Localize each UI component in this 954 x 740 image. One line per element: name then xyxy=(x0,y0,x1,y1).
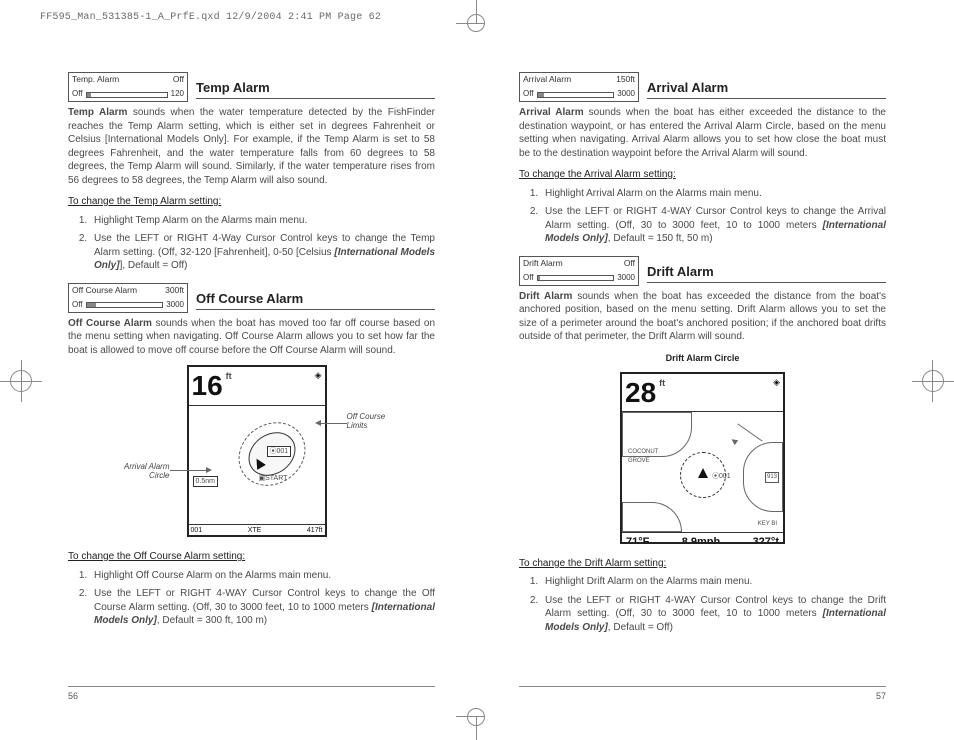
body-text: Arrival Alarm sounds when the boat has e… xyxy=(519,106,886,160)
menu-label: Arrival Alarm xyxy=(523,74,571,85)
print-header: FF595_Man_531385-1_A_PrfE.qxd 12/9/2004 … xyxy=(40,12,381,23)
page-number: 56 xyxy=(68,686,435,702)
arrow-head-icon xyxy=(206,467,212,473)
list-item: Use the LEFT or RIGHT 4-WAY Cursor Contr… xyxy=(541,205,886,246)
heading-value: 327°t xyxy=(753,535,779,543)
chart-screen: 28 ft ◈ COCONUTGROVE 913 KEY BI ⦿001 xyxy=(620,372,785,544)
lead-term: Off Course Alarm xyxy=(68,318,152,329)
subheading: To change the Off Course Alarm setting: xyxy=(68,550,435,564)
menu-max: 3000 xyxy=(166,300,184,311)
section-title: Off Course Alarm xyxy=(196,290,435,310)
menu-slider xyxy=(86,92,168,98)
menu-max: 3000 xyxy=(617,89,635,100)
body-text: Drift Alarm sounds when the boat has exc… xyxy=(519,290,886,344)
menu-max: 120 xyxy=(171,89,184,100)
chart-screen: 16 ft ◈ 0.5nm ⦿001 ▣START 001XTE417ft DT… xyxy=(187,365,327,537)
list-item: Highlight Off Course Alarm on the Alarms… xyxy=(90,569,435,583)
menu-min: Off xyxy=(523,89,534,100)
menu-max: 3000 xyxy=(617,273,635,284)
chart-map: 0.5nm ⦿001 ▣START xyxy=(189,406,325,524)
menu-arrival: Arrival Alarm 150ft Off 3000 xyxy=(519,72,639,102)
body-span: sounds when the water temperature detect… xyxy=(68,107,435,186)
body-text: Off Course Alarm sounds when the boat ha… xyxy=(68,317,435,358)
menu-value: Off xyxy=(624,258,635,269)
crop-mark xyxy=(467,708,485,726)
page-spread: Temp. Alarm Off Off 120 Temp Alarm Temp … xyxy=(0,62,954,702)
crop-mark xyxy=(467,14,485,32)
list-item: Highlight Temp Alarm on the Alarms main … xyxy=(90,214,435,228)
body-span: sounds when the boat has exceeded the di… xyxy=(519,291,886,343)
steps-list: Highlight Arrival Alarm on the Alarms ma… xyxy=(541,187,886,246)
callout-arrow xyxy=(319,423,347,424)
coastline xyxy=(622,502,682,532)
menu-value: 300ft xyxy=(165,285,184,296)
figure-label: Arrival Alarm Circle xyxy=(112,463,170,481)
menu-min: Off xyxy=(523,273,534,284)
menu-value: 150ft xyxy=(616,74,635,85)
page-left: Temp. Alarm Off Off 120 Temp Alarm Temp … xyxy=(0,62,477,702)
waypoint-marker: ⦿001 xyxy=(267,446,292,457)
page-right: Arrival Alarm 150ft Off 3000 Arrival Ala… xyxy=(477,62,954,702)
speed-value: 8.9mph xyxy=(682,535,721,543)
menu-value: Off xyxy=(173,74,184,85)
depth-value: 28 xyxy=(622,374,659,412)
section-drift: Drift Alarm Off Off 3000 Drift Alarm xyxy=(519,256,886,286)
map-text: KEY BI xyxy=(758,520,777,528)
chart-map: COCONUTGROVE 913 KEY BI ⦿001 xyxy=(622,412,783,532)
list-item: Use the LEFT or RIGHT 4-Way Cursor Contr… xyxy=(90,232,435,273)
arrow-head-icon xyxy=(315,420,321,426)
steps-list: Highlight Temp Alarm on the Alarms main … xyxy=(90,214,435,273)
figure-title: Drift Alarm Circle xyxy=(519,352,886,364)
menu-label: Drift Alarm xyxy=(523,258,563,269)
scale-box: 0.5nm xyxy=(193,476,218,487)
page-number: 57 xyxy=(519,686,886,702)
menu-slider xyxy=(86,302,164,308)
map-text: COCONUTGROVE xyxy=(628,448,658,464)
chart-databar: 001XTE417ft DTG 0.79nmBRG 037°t DIST 0.7… xyxy=(189,524,325,537)
menu-min: Off xyxy=(72,89,83,100)
map-text: 913 xyxy=(765,472,779,482)
list-item: Highlight Drift Alarm on the Alarms main… xyxy=(541,575,886,589)
subheading: To change the Drift Alarm setting: xyxy=(519,557,886,571)
section-title: Arrival Alarm xyxy=(647,79,886,99)
section-title: Temp Alarm xyxy=(196,79,435,99)
list-item: Use the LEFT or RIGHT 4-WAY Cursor Contr… xyxy=(541,594,886,635)
li-text: ], Default = Off) xyxy=(120,260,188,271)
depth-value: 16 xyxy=(189,367,226,405)
li-text: , Default = 150 ft, 50 m) xyxy=(608,233,713,244)
temp-value: 71°F xyxy=(626,535,649,543)
body-text: Temp Alarm sounds when the water tempera… xyxy=(68,106,435,187)
li-text: , Default = 300 ft, 100 m) xyxy=(157,615,267,626)
subheading: To change the Arrival Alarm setting: xyxy=(519,168,886,182)
menu-label: Off Course Alarm xyxy=(72,285,137,296)
waypoint-marker: ⦿001 xyxy=(712,472,731,481)
menu-temp-alarm: Temp. Alarm Off Off 120 xyxy=(68,72,188,102)
lead-term: Temp Alarm xyxy=(68,107,127,118)
chart-databar: 71°F 8.9mph 327°t xyxy=(622,532,783,543)
menu-slider xyxy=(537,275,615,281)
subheading: To change the Temp Alarm setting: xyxy=(68,195,435,209)
figure-off-course: 16 ft ◈ 0.5nm ⦿001 ▣START 001XTE417ft DT… xyxy=(112,365,392,540)
figure-drift: 28 ft ◈ COCONUTGROVE 913 KEY BI ⦿001 xyxy=(603,372,803,547)
lead-term: Arrival Alarm xyxy=(519,107,584,118)
menu-slider xyxy=(537,92,615,98)
list-item: Highlight Arrival Alarm on the Alarms ma… xyxy=(541,187,886,201)
menu-label: Temp. Alarm xyxy=(72,74,119,85)
steps-list: Highlight Off Course Alarm on the Alarms… xyxy=(90,569,435,628)
start-marker: ▣START xyxy=(259,474,288,483)
section-off-course: Off Course Alarm 300ft Off 3000 Off Cour… xyxy=(68,283,435,313)
boat-icon xyxy=(698,468,708,478)
callout-arrow xyxy=(170,470,208,471)
steps-list: Highlight Drift Alarm on the Alarms main… xyxy=(541,575,886,634)
list-item: Use the LEFT or RIGHT 4-WAY Cursor Contr… xyxy=(90,587,435,628)
section-temp-alarm: Temp. Alarm Off Off 120 Temp Alarm xyxy=(68,72,435,102)
lead-term: Drift Alarm xyxy=(519,291,572,302)
menu-off-course: Off Course Alarm 300ft Off 3000 xyxy=(68,283,188,313)
menu-drift: Drift Alarm Off Off 3000 xyxy=(519,256,639,286)
menu-min: Off xyxy=(72,300,83,311)
section-arrival: Arrival Alarm 150ft Off 3000 Arrival Ala… xyxy=(519,72,886,102)
li-text: , Default = Off) xyxy=(608,622,673,633)
figure-label: Off Course Limits xyxy=(347,413,392,431)
section-title: Drift Alarm xyxy=(647,263,886,283)
